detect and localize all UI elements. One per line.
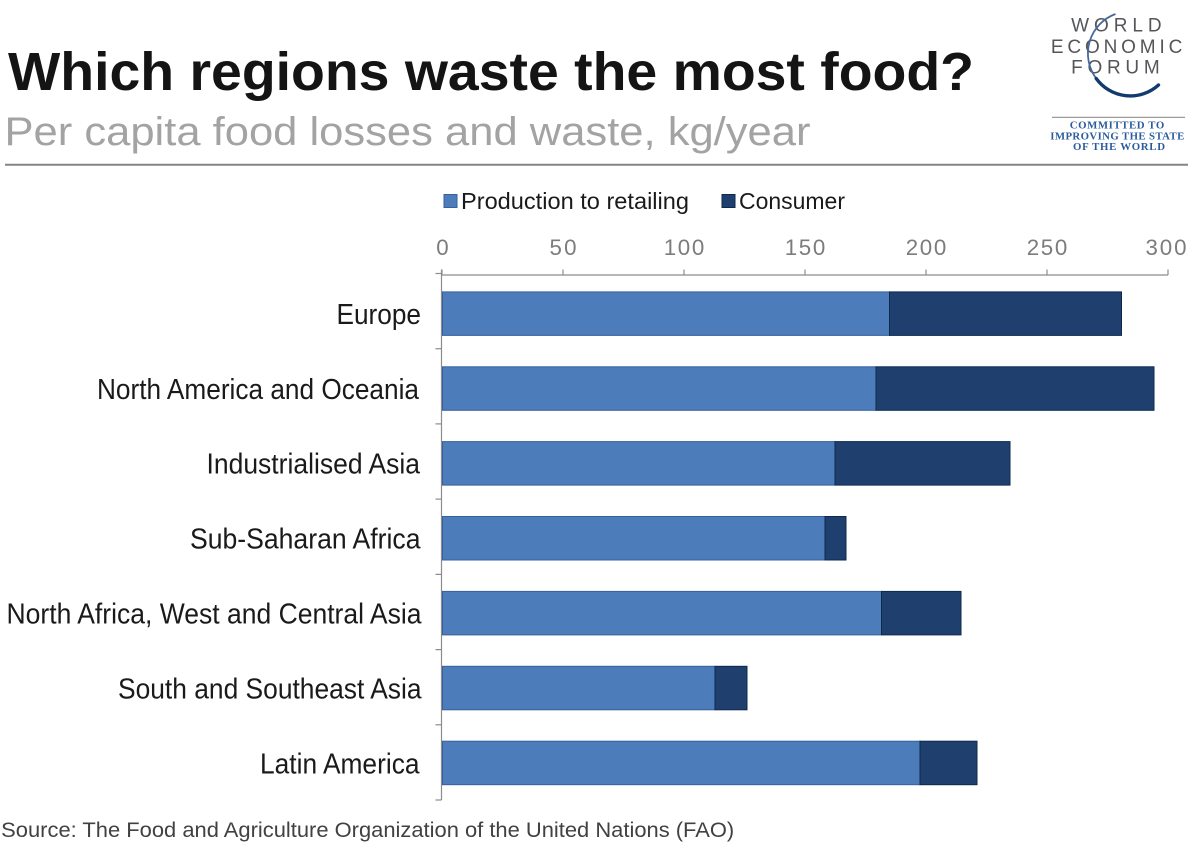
svg-text:ECONOMIC: ECONOMIC <box>1051 37 1183 58</box>
svg-text:Source: The Food and Agricultu: Source: The Food and Agriculture Organiz… <box>1 819 734 842</box>
svg-text:Which regions waste the most f: Which regions waste the most food? <box>8 43 974 102</box>
svg-text:Production to retailing: Production to retailing <box>461 188 689 214</box>
svg-text:150: 150 <box>785 235 826 260</box>
svg-text:200: 200 <box>906 235 947 260</box>
svg-text:Europe: Europe <box>337 299 422 331</box>
svg-text:250: 250 <box>1027 235 1068 260</box>
svg-text:100: 100 <box>664 235 705 260</box>
svg-text:Latin America: Latin America <box>260 748 420 780</box>
svg-text:Industrialised Asia: Industrialised Asia <box>207 449 421 481</box>
svg-text:South and Southeast Asia: South and Southeast Asia <box>118 673 422 705</box>
svg-text:Consumer: Consumer <box>739 188 845 214</box>
svg-text:IMPROVING THE STATE: IMPROVING THE STATE <box>1050 130 1184 142</box>
svg-text:COMMITTED TO: COMMITTED TO <box>1070 120 1165 132</box>
svg-text:North Africa, West and Central: North Africa, West and Central Asia <box>7 599 422 631</box>
svg-text:300: 300 <box>1146 235 1187 260</box>
svg-text:Per capita food losses and was: Per capita food losses and waste, kg/yea… <box>5 110 811 154</box>
svg-text:North America and Oceania: North America and Oceania <box>97 374 419 406</box>
svg-text:OF THE WORLD: OF THE WORLD <box>1073 141 1165 153</box>
svg-text:Sub-Saharan Africa: Sub-Saharan Africa <box>190 524 421 556</box>
svg-text:0: 0 <box>436 235 448 260</box>
svg-text:WORLD: WORLD <box>1071 15 1162 36</box>
